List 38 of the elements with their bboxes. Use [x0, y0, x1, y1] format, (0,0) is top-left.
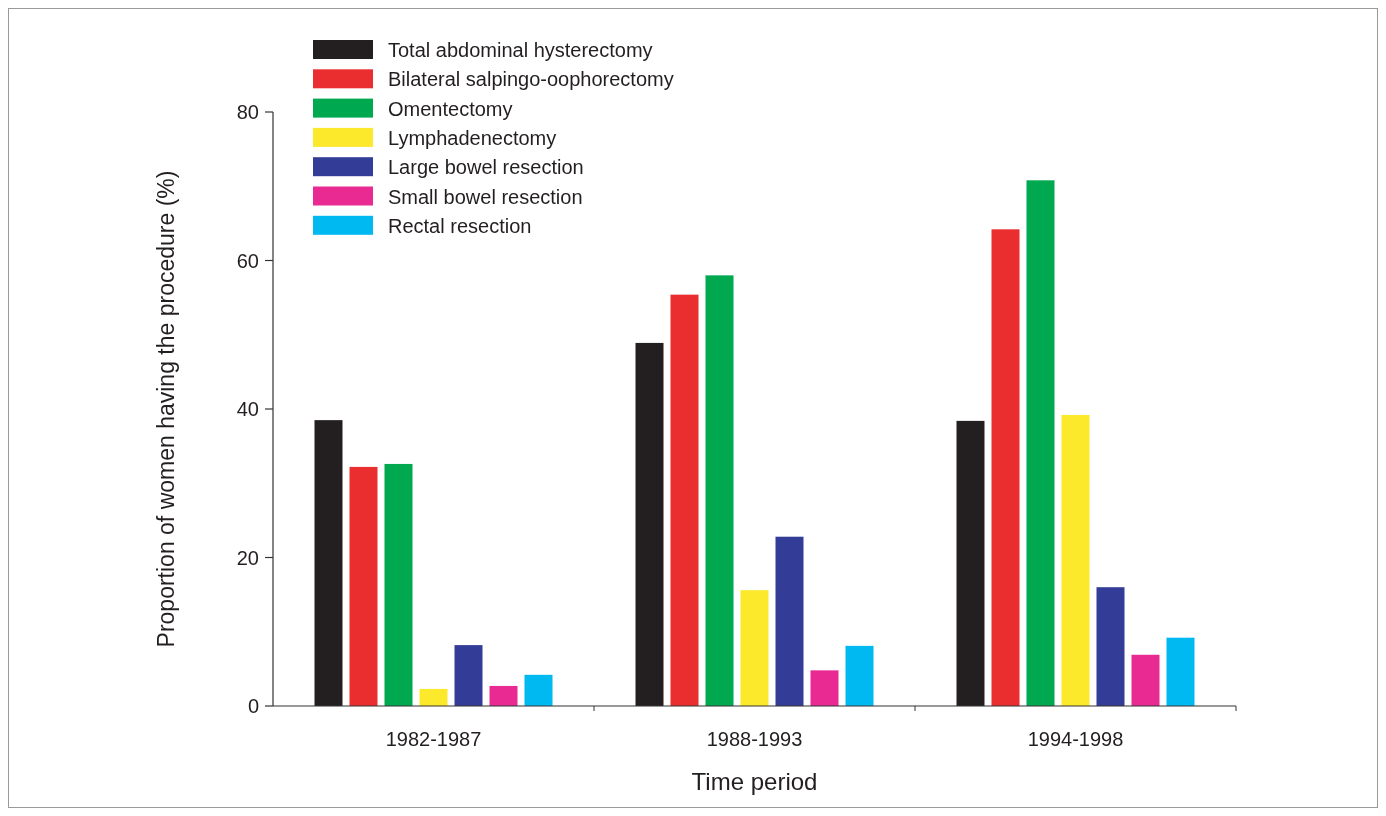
- y-tick-label: 40: [236, 398, 259, 420]
- bar: [991, 229, 1020, 706]
- bar: [740, 590, 769, 706]
- bar: [314, 420, 343, 706]
- legend-label: Rectal resection: [388, 214, 532, 237]
- x-tick-label: 1988-1993: [706, 728, 803, 750]
- bar: [670, 294, 699, 706]
- legend-label: Bilateral salpingo-oophorectomy: [388, 68, 674, 91]
- x-tick-label: 1994-1998: [1027, 728, 1124, 750]
- legend-label: Omentectomy: [388, 97, 513, 120]
- bar: [635, 342, 664, 706]
- bar: [705, 275, 734, 706]
- y-tick-label: 80: [236, 101, 259, 123]
- bar: [1166, 637, 1195, 706]
- bar: [1131, 654, 1160, 706]
- bar: [810, 670, 839, 706]
- bar: [1096, 587, 1125, 706]
- x-axis-title: Time period: [691, 768, 818, 795]
- bar: [1061, 414, 1090, 706]
- y-tick-label: 20: [236, 546, 259, 569]
- bar: [489, 685, 518, 706]
- x-tick-label: 1982-1987: [385, 728, 482, 750]
- bar: [524, 674, 553, 706]
- bar: [419, 688, 448, 706]
- bar: [384, 463, 413, 706]
- legend-label: Large bowel resection: [388, 156, 584, 179]
- bar: [454, 645, 483, 706]
- bar: [956, 420, 985, 706]
- bar: [349, 466, 378, 706]
- bar: [775, 536, 804, 706]
- y-tick-label: 60: [236, 249, 259, 272]
- y-tick-label: 0: [247, 695, 259, 717]
- y-axis-title: Proportion of women having the procedure (%): [153, 170, 179, 648]
- bar: [1026, 180, 1055, 706]
- legend-label: Lymphadenectomy: [388, 126, 557, 149]
- bar: [845, 645, 874, 706]
- legend-label: Small bowel resection: [388, 185, 583, 208]
- legend-label: Total abdominal hysterectomy: [388, 39, 653, 61]
